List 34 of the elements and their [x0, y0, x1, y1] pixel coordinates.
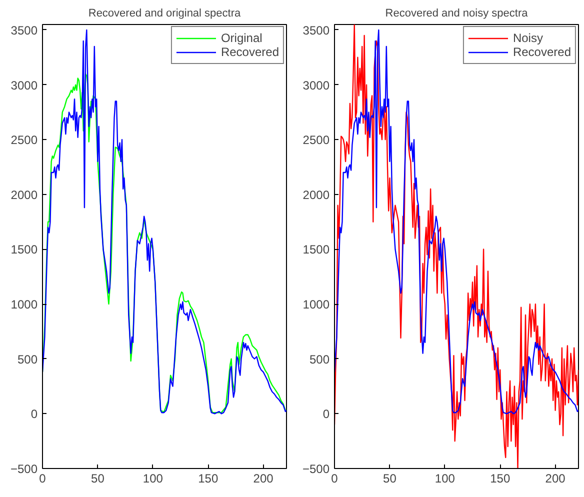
x-tick-label: 200 [253, 472, 274, 486]
y-tick-label: −500 [302, 462, 330, 476]
y-tick-label: 3000 [302, 78, 330, 92]
y-tick-label: 500 [309, 352, 330, 366]
x-tick-label: 0 [39, 472, 46, 486]
y-tick-label: 2000 [302, 188, 330, 202]
x-tick-label: 100 [142, 472, 164, 486]
x-tick-label: 100 [434, 472, 456, 486]
y-tick-label: 500 [17, 352, 38, 366]
y-tick-label: 1000 [302, 298, 330, 312]
y-tick-label: 3000 [10, 78, 38, 92]
y-tick-label: 3500 [10, 23, 38, 38]
y-tick-label: 1000 [10, 298, 38, 312]
x-tick-label: 200 [545, 472, 566, 486]
y-tick-label: 1500 [10, 242, 38, 257]
y-tick-label: −500 [10, 462, 38, 476]
chart-title: Recovered and noisy spectra [385, 8, 529, 20]
y-tick-label: 3500 [302, 23, 330, 38]
legend-label: Noisy [512, 31, 543, 45]
legend-label: Original [220, 31, 262, 45]
y-tick-label: 2000 [10, 188, 38, 202]
legend-label: Recovered [220, 45, 279, 59]
x-tick-label: 50 [383, 472, 397, 486]
y-tick-label: 0 [322, 407, 330, 422]
x-tick-label: 150 [490, 472, 510, 486]
y-tick-label: 2500 [302, 133, 330, 148]
chart-title: Recovered and original spectra [88, 8, 242, 20]
x-tick-label: 0 [331, 472, 338, 486]
x-tick-label: 150 [198, 472, 218, 486]
y-tick-label: 1500 [302, 242, 330, 257]
x-tick-label: 50 [91, 472, 105, 486]
legend-label: Recovered [512, 45, 571, 59]
y-tick-label: 0 [30, 407, 38, 422]
y-tick-label: 2500 [10, 133, 38, 148]
